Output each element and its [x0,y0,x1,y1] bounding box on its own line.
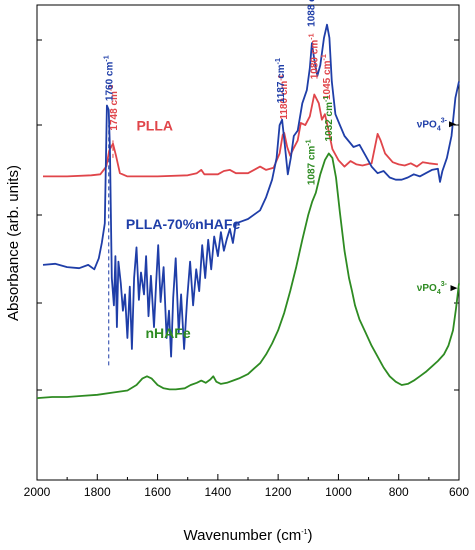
x-tick-label: 1400 [205,485,232,499]
peak-label-sup: -1 [305,139,312,145]
series-line-nhafe [36,152,460,399]
peak-label-text: 1180 cm [279,81,290,120]
x-tick-label: 1200 [265,485,292,499]
peak-label-sup: -1 [103,55,110,61]
vpo4-label: νPO43- [417,281,448,296]
peak-label: 1748 cm-1 [108,85,120,131]
peak-label-text: 1045 cm [322,60,333,100]
y-ticks [37,39,459,391]
series-label: PLLA-70%nHAFe [126,216,241,232]
x-tick-label: 1600 [144,485,171,499]
peak-label-text: 1087 cm [306,146,317,186]
series-lines [36,23,460,399]
vpo4-sup: 3- [441,281,448,288]
series-line-plla [43,93,439,178]
peak-label-text: 1032 cm [324,102,335,142]
plot-frame [36,4,460,481]
peak-label: 1032 cm-1 [323,96,335,142]
series-label: PLLA [136,118,173,134]
peak-label-text: 1080 cm [309,40,320,80]
x-tick-label: 1800 [84,485,111,499]
peak-label-sup: -1 [308,33,315,39]
peak-label: 1088 cm-1 [305,0,317,27]
x-tick-label: 1000 [325,485,352,499]
x-tick-label: 2000 [24,485,51,499]
vpo4-sup: 3- [441,117,448,124]
series-label: nHAFe [146,325,191,341]
x-tick-label: 600 [449,485,469,499]
peak-label-text: 1748 cm [109,91,120,131]
peak-label: 1045 cm-1 [321,54,333,100]
vpo4-sub: 4 [437,289,441,296]
peak-label: 1180 cm-1 [278,74,290,119]
x-ticks: 2000 1800 1600 1400 1200 1000 800 600 [24,474,469,499]
peak-label-sup: -1 [275,58,282,64]
peak-label-sup: -1 [321,54,328,60]
x-axis-title-main: Wavenumber (cm [183,527,301,544]
peak-label: 1087 cm-1 [305,139,317,185]
peak-label-sup: -1 [278,74,285,80]
series-line-plla-70-nhafe [42,23,460,358]
peak-label-sup: -1 [323,96,330,102]
vpo4-arrow-head [448,121,456,128]
vpo4-arrow-head [450,285,458,292]
peak-label-sup: -1 [108,85,115,91]
vpo4-text: νPO [417,119,437,130]
peak-label-text: 1187 cm [276,64,287,103]
vpo4-sub: 4 [437,125,441,132]
peak-label: 1080 cm-1 [308,33,320,79]
x-axis-title-end: ) [308,527,313,544]
peak-label-text: 1088 cm [306,0,317,27]
y-axis-title: Absorbance (arb. units) [5,165,22,321]
peak-label: 1760 cm-1 [103,55,115,101]
x-axis-title: Wavenumber (cm-1) [183,527,312,544]
vpo4-text: νPO [417,283,437,294]
peak-label: 1187 cm-1 [275,58,287,103]
x-axis-title-sup: -1 [301,529,307,536]
peak-label-text: 1760 cm [104,62,115,102]
x-tick-label: 800 [389,485,409,499]
vpo4-label: νPO43- [417,117,448,132]
